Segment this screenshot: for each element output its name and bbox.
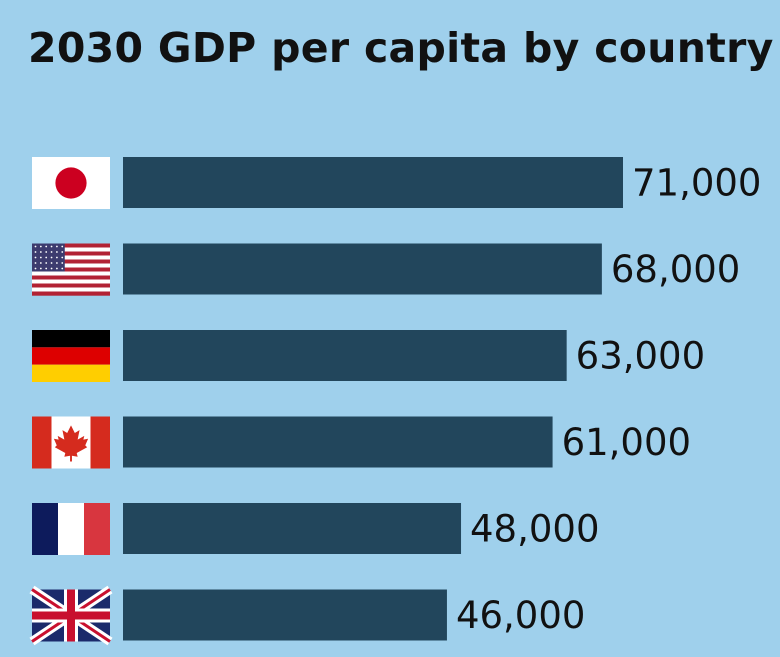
chart-title: 2030 GDP per capita by country (28, 24, 774, 72)
bar-japan (123, 157, 623, 208)
japan-flag-icon (32, 157, 110, 209)
uk-flag-icon (29, 585, 113, 646)
canada-flag-icon (32, 416, 110, 469)
germany-flag-icon (32, 330, 110, 382)
france-flag-icon (32, 503, 110, 555)
bar-france (123, 503, 462, 554)
bar-canada (123, 416, 553, 468)
value-label: 63,000 (576, 335, 705, 378)
bar-united-states (123, 243, 602, 295)
value-label: 61,000 (562, 421, 691, 464)
value-label: 68,000 (611, 248, 740, 291)
value-label: 46,000 (456, 594, 585, 637)
value-label: 71,000 (632, 162, 761, 205)
value-label: 48,000 (470, 508, 599, 551)
bar-united-kingdom (123, 589, 447, 641)
usa-flag-icon (32, 243, 110, 296)
bar-germany (123, 330, 567, 381)
